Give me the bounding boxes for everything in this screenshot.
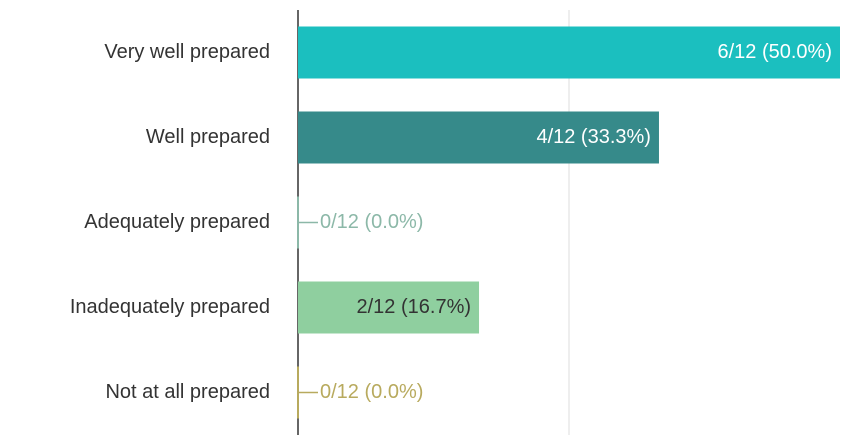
value-label: 2/12 (16.7%) [357, 296, 472, 318]
category-label: Well prepared [146, 126, 270, 148]
category-label: Inadequately prepared [70, 296, 270, 318]
bar [298, 281, 480, 334]
value-label: 0/12 (0.0%) [320, 211, 423, 233]
value-label: 4/12 (33.3%) [536, 126, 651, 148]
bar [298, 111, 659, 164]
category-label: Not at all prepared [105, 381, 270, 403]
value-label: 0/12 (0.0%) [320, 381, 423, 403]
category-label: Adequately prepared [84, 211, 270, 233]
value-label: 6/12 (50.0%) [717, 41, 832, 63]
bar [298, 26, 840, 79]
category-label: Very well prepared [104, 41, 270, 63]
